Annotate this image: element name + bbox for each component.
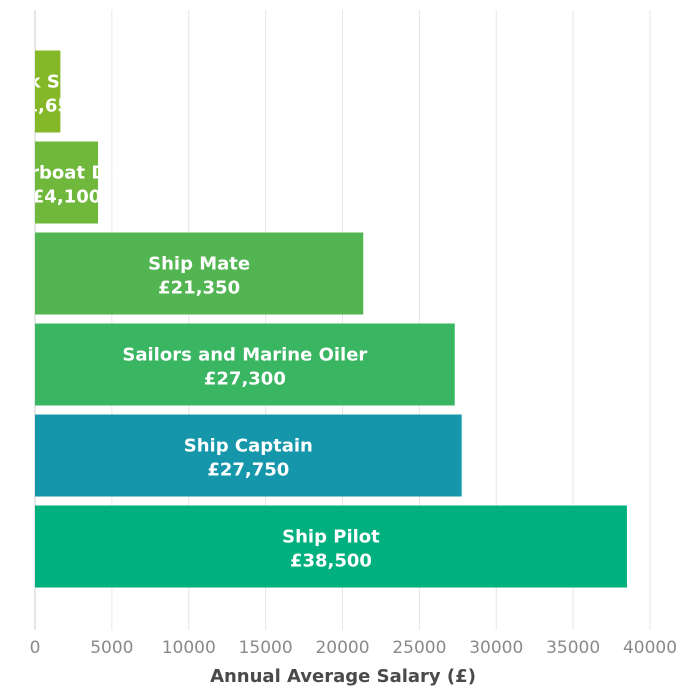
- x-tick-label: 0: [30, 638, 41, 658]
- bar-category-label: Ship Captain: [184, 436, 313, 457]
- x-tick-label: 15000: [239, 638, 293, 658]
- x-tick-label: 10000: [162, 638, 216, 658]
- bar-value-label: £1,650: [13, 96, 82, 117]
- bar-category-label: Ship Pilot: [282, 527, 380, 548]
- x-tick-label: 20000: [315, 638, 369, 658]
- bars-group: [35, 50, 627, 588]
- x-axis-title: Annual Average Salary (£): [210, 666, 476, 687]
- bar[interactable]: [35, 232, 364, 315]
- bar[interactable]: [35, 505, 627, 588]
- bar-value-label: £4,100: [32, 187, 101, 208]
- x-tick-label: 25000: [392, 638, 446, 658]
- x-tick-label: 30000: [469, 638, 523, 658]
- bar-category-label: Ship Mate: [148, 254, 250, 275]
- x-tick-labels: 0 5000 10000 15000 20000 25000 30000 35000 40000: [30, 638, 677, 658]
- bar-value-label: £27,300: [204, 369, 286, 390]
- x-tick-label: 35000: [546, 638, 600, 658]
- gridlines: [34, 10, 651, 630]
- bar-labels-group: Punk Sailor £1,650 Motorboat Driver £4,100 S…: [0, 72, 380, 572]
- bar-category-label: Sailors and Marine Oiler: [122, 345, 367, 366]
- bar-category-label: Motorboat Driver: [0, 163, 154, 184]
- bar-category-label: Punk Sailor: [0, 72, 106, 93]
- x-tick-label: 40000: [623, 638, 677, 658]
- bar-value-label: £27,750: [207, 460, 289, 481]
- x-tick-label: 5000: [90, 638, 133, 658]
- bar[interactable]: [35, 414, 462, 497]
- bar[interactable]: [35, 323, 455, 406]
- bar-value-label: £21,350: [158, 278, 240, 299]
- bar[interactable]: [35, 141, 99, 224]
- bar[interactable]: [35, 50, 61, 133]
- bar-value-label: £38,500: [290, 551, 372, 572]
